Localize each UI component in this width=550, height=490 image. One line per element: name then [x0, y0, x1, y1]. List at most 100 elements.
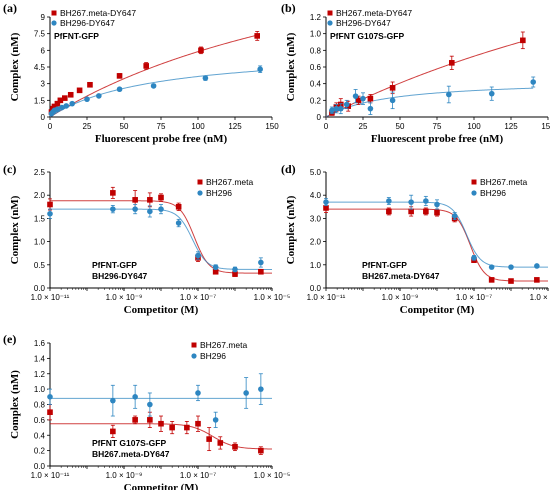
- data-point-circle: [343, 101, 350, 108]
- x-tick-label: 1.0 × 10⁻⁷: [180, 293, 216, 302]
- data-point-circle: [530, 79, 536, 85]
- data-point-circle: [212, 264, 219, 270]
- y-axis-label: Complex (nM): [9, 195, 21, 264]
- y-tick-label: 0.0: [34, 284, 46, 293]
- x-axis-label: Fluorescent probe free (nM): [95, 133, 228, 145]
- x-tick-label: 1.0 × 10⁻⁷: [180, 471, 216, 480]
- data-point-square: [47, 201, 53, 208]
- data-point-circle: [323, 199, 329, 205]
- x-tick-label: 1.0 × 10⁻⁵: [254, 293, 291, 302]
- y-tick-label: 1.4: [34, 354, 46, 363]
- data-point-square: [232, 443, 238, 450]
- y-tick-label: 0: [317, 113, 322, 122]
- data-point-square: [488, 277, 495, 283]
- x-tick-label: 25: [83, 122, 92, 131]
- data-point-square: [258, 447, 264, 454]
- x-tick-label: 1.0 × 10⁻⁷: [456, 293, 492, 302]
- y-tick-label: 0.0: [34, 462, 46, 471]
- x-axis-label: Fluorescent probe free (nM): [371, 133, 504, 145]
- legend-marker: [51, 20, 57, 26]
- data-point-square: [54, 100, 61, 107]
- panel-label: (b): [281, 1, 296, 15]
- x-tick-label: 50: [396, 122, 405, 131]
- data-point-circle: [47, 210, 53, 217]
- x-tick-label: 1.0 × 10⁻⁹: [106, 293, 143, 302]
- legend-label: BH296-DY647: [336, 18, 391, 28]
- legend-marker: [327, 10, 333, 16]
- fit-curve: [49, 34, 258, 118]
- data-point-circle: [333, 105, 340, 112]
- data-point-square: [67, 91, 74, 98]
- data-point-square: [386, 208, 392, 215]
- data-point-circle: [243, 390, 249, 396]
- y-tick-label: 3: [41, 80, 46, 89]
- legend-marker: [51, 10, 57, 16]
- legend-label: BH296-DY647: [60, 18, 115, 28]
- data-point-square: [323, 205, 329, 211]
- fit-curve: [325, 40, 523, 118]
- legend-marker: [327, 20, 333, 26]
- data-point-square: [408, 208, 414, 215]
- x-tick-label: 75: [433, 122, 442, 131]
- y-axis-label: Complex (nM): [285, 32, 297, 101]
- data-point-square: [355, 97, 362, 104]
- data-point-square: [143, 63, 149, 69]
- y-tick-label: 6: [41, 46, 46, 55]
- data-point-square: [367, 95, 374, 102]
- legend-marker: [471, 179, 477, 185]
- data-point-square: [147, 197, 153, 203]
- data-point-square: [158, 194, 164, 201]
- data-point-square: [232, 271, 238, 277]
- legend-label: BH296: [200, 351, 226, 361]
- data-point-circle: [150, 83, 157, 89]
- data-point-circle: [47, 394, 53, 400]
- data-point-square: [198, 47, 204, 54]
- data-point-square: [206, 436, 212, 442]
- x-tick-label: 25: [359, 122, 368, 131]
- data-point-circle: [202, 75, 209, 81]
- data-point-circle: [423, 198, 429, 204]
- x-tick-label: 125: [504, 122, 518, 131]
- y-tick-label: 1.0: [310, 261, 322, 270]
- data-point-circle: [257, 66, 263, 73]
- data-point-circle: [360, 95, 366, 102]
- x-tick-label: 1.0 × 10⁻⁵: [530, 293, 550, 302]
- data-point-circle: [488, 90, 495, 97]
- y-tick-label: 0.2: [34, 447, 46, 456]
- data-point-circle: [408, 199, 414, 205]
- y-tick-label: 1.5: [34, 96, 46, 105]
- panel-annotation: BH267.meta-DY647: [362, 271, 440, 281]
- data-point-square: [175, 204, 182, 210]
- x-tick-label: 100: [191, 122, 205, 131]
- data-point-square: [147, 417, 153, 423]
- data-point-square: [47, 409, 53, 415]
- data-point-circle: [451, 213, 458, 219]
- x-tick-label: 1.0 × 10⁻¹¹: [31, 471, 70, 480]
- y-tick-label: 0.5: [34, 261, 46, 270]
- y-tick-label: 4.5: [34, 63, 46, 72]
- legend-marker: [197, 190, 203, 196]
- fit-curve: [49, 70, 261, 118]
- data-point-circle: [175, 220, 182, 226]
- y-tick-label: 1.2: [310, 13, 322, 22]
- data-point-circle: [386, 198, 392, 204]
- x-tick-label: 1.0 × 10⁻⁵: [254, 471, 291, 480]
- fit-curve: [50, 208, 272, 270]
- y-axis-label: Complex (nM): [285, 195, 297, 264]
- x-axis-label: Competitor (M): [124, 482, 199, 490]
- y-tick-label: 1.0: [34, 238, 46, 247]
- legend-label: BH267.meta-DY647: [336, 8, 412, 18]
- data-point-circle: [110, 397, 116, 404]
- data-point-square: [449, 60, 455, 66]
- data-point-square: [520, 37, 526, 44]
- data-point-circle: [158, 206, 164, 212]
- panel-annotation: PfFNT-GFP: [54, 31, 99, 41]
- data-point-square: [116, 73, 123, 79]
- y-tick-label: 1.0: [34, 385, 46, 394]
- legend-label: BH296: [480, 188, 506, 198]
- data-point-circle: [258, 259, 264, 266]
- data-point-circle: [471, 255, 477, 261]
- x-tick-label: 1.0 × 10⁻⁹: [382, 293, 419, 302]
- y-tick-label: 2.5: [34, 168, 46, 177]
